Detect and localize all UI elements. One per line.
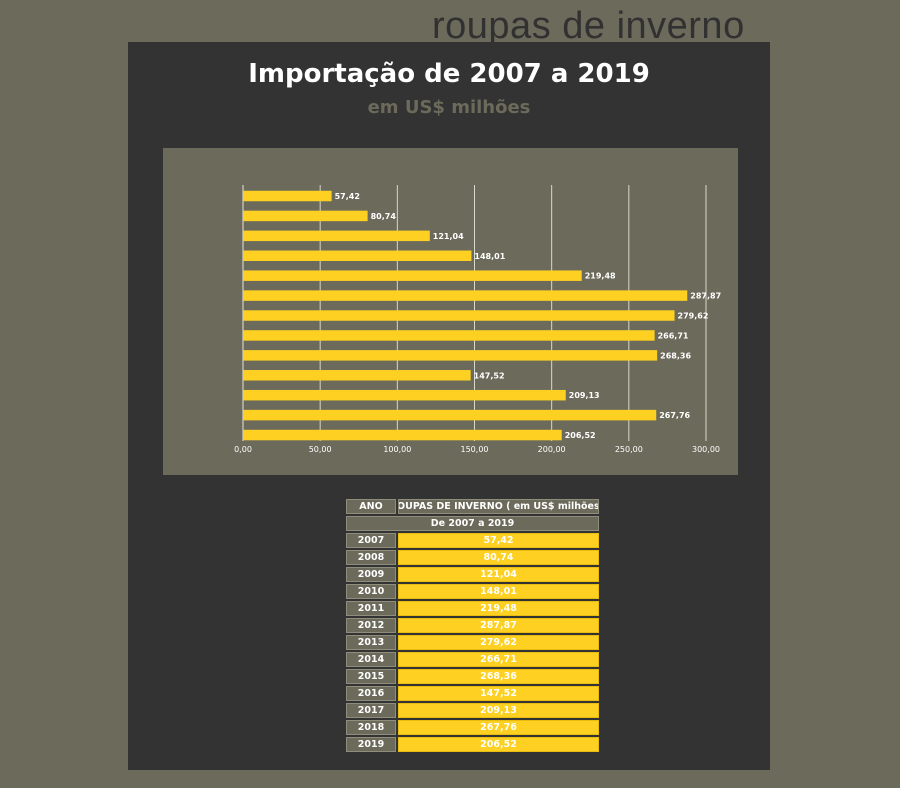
- table-cell-year: 2017: [346, 703, 396, 718]
- data-label: 267,76: [659, 411, 690, 420]
- table-cell-year: 2016: [346, 686, 396, 701]
- table-cell-year: 2009: [346, 567, 396, 582]
- data-label: 206,52: [565, 431, 596, 440]
- table-cell-value: 206,52: [398, 737, 599, 752]
- table-body: 2007 57,42 2008 80,74 2009 121,04 2010 148,01 20…: [346, 533, 599, 752]
- data-label: 147,52: [474, 371, 505, 380]
- table-row: 2011 219,48: [346, 601, 599, 616]
- data-label: 219,48: [585, 272, 616, 281]
- table-row: 2017 209,13: [346, 703, 599, 718]
- dashboard-panel: Importação de 2007 a 2019 em US$ milhões…: [128, 42, 770, 770]
- table-cell-year: 2012: [346, 618, 396, 633]
- data-label: 121,04: [433, 232, 464, 241]
- chart-subtitle: em US$ milhões: [367, 97, 531, 118]
- table-cell-year: 2010: [346, 584, 396, 599]
- table-cell-year: 2008: [346, 550, 396, 565]
- table-cell-value: 219,48: [398, 601, 599, 616]
- x-tick-label: 50,00: [309, 445, 332, 454]
- data-label: 209,13: [569, 391, 600, 400]
- table-row: 2008 80,74: [346, 550, 599, 565]
- table-cell-value: 80,74: [398, 550, 599, 565]
- x-tick-label: 100,00: [383, 445, 411, 454]
- header-value: ROUPAS DE INVERNO ( em US$ milhões ): [398, 499, 599, 514]
- bar: [243, 429, 562, 441]
- bar: [243, 230, 430, 242]
- period-label: De 2007 a 2019: [346, 516, 599, 531]
- table-cell-year: 2007: [346, 533, 396, 548]
- table-cell-value: 267,76: [398, 720, 599, 735]
- bar: [243, 290, 688, 301]
- bar: [243, 409, 657, 421]
- table-row: 2015 268,36: [346, 669, 599, 684]
- table-row: 2013 279,62: [346, 635, 599, 650]
- table-cell-year: 2014: [346, 652, 396, 667]
- bar-chart: 0,00 50,00 100,00 150,00 200,00 250,00 300,00 5…: [234, 185, 721, 454]
- data-label: 57,42: [335, 192, 360, 201]
- table-cell-value: 266,71: [398, 652, 599, 667]
- table-row: 2012 287,87: [346, 618, 599, 633]
- table-row: 2007 57,42: [346, 533, 599, 548]
- table-row: 2018 267,76: [346, 720, 599, 735]
- bar: [243, 310, 675, 321]
- table-cell-value: 147,52: [398, 686, 599, 701]
- brand-title: roupas de inverno: [432, 5, 745, 47]
- bar: [243, 350, 658, 361]
- table-cell-year: 2013: [346, 635, 396, 650]
- table-row: 2009 121,04: [346, 567, 599, 582]
- bar: [243, 330, 655, 341]
- data-label: 287,87: [690, 292, 721, 301]
- x-tick-label: 200,00: [538, 445, 566, 454]
- table-cell-value: 57,42: [398, 533, 599, 548]
- header-year: ANO: [346, 499, 396, 514]
- table-cell-value: 268,36: [398, 669, 599, 684]
- data-label: 148,01: [474, 252, 505, 261]
- table-span-row: De 2007 a 2019: [346, 516, 599, 531]
- bar: [243, 210, 368, 222]
- bar: [243, 370, 471, 381]
- bar: [243, 270, 582, 281]
- bar: [243, 190, 332, 202]
- table-cell-year: 2011: [346, 601, 396, 616]
- table-cell-year: 2018: [346, 720, 396, 735]
- table-cell-year: 2019: [346, 737, 396, 752]
- table-header-row: ANO ROUPAS DE INVERNO ( em US$ milhões ): [346, 499, 599, 514]
- x-tick-label: 150,00: [461, 445, 489, 454]
- x-tick-label: 250,00: [615, 445, 643, 454]
- data-label: 266,71: [658, 331, 689, 340]
- table-cell-value: 287,87: [398, 618, 599, 633]
- table-cell-value: 209,13: [398, 703, 599, 718]
- x-tick-label: 300,00: [692, 445, 720, 454]
- chart-area: 0,00 50,00 100,00 150,00 200,00 250,00 300,00 5…: [163, 148, 738, 475]
- data-label: 80,74: [371, 212, 397, 221]
- data-table: ANO ROUPAS DE INVERNO ( em US$ milhões )…: [346, 499, 599, 754]
- table-cell-value: 279,62: [398, 635, 599, 650]
- data-label: 268,36: [660, 351, 691, 360]
- table-row: 2014 266,71: [346, 652, 599, 667]
- table-row: 2010 148,01: [346, 584, 599, 599]
- table-cell-value: 121,04: [398, 567, 599, 582]
- table-cell-value: 148,01: [398, 584, 599, 599]
- bar: [243, 250, 472, 262]
- table-cell-year: 2015: [346, 669, 396, 684]
- table-row: 2016 147,52: [346, 686, 599, 701]
- data-label: 279,62: [678, 312, 709, 321]
- chart-title: Importação de 2007 a 2019: [248, 59, 650, 89]
- table-row: 2019 206,52: [346, 737, 599, 752]
- bar: [243, 389, 566, 401]
- x-tick-label: 0,00: [234, 445, 252, 454]
